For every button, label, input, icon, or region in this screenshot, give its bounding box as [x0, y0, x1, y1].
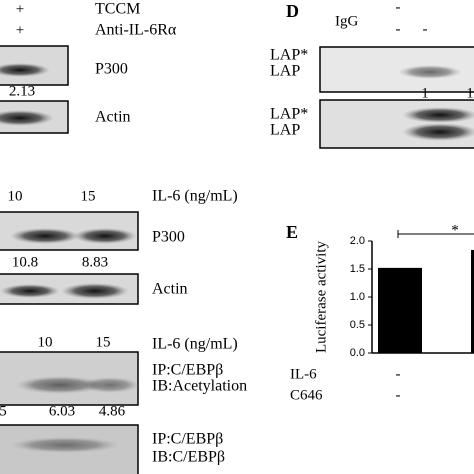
condition-label: Anti-IL-6Rα — [95, 22, 177, 39]
sign: - — [396, 387, 401, 403]
band — [398, 65, 462, 79]
sign: - — [396, 366, 401, 382]
band — [0, 110, 54, 126]
dose: 15 — [96, 334, 111, 350]
condition-label: IL-6 — [290, 366, 317, 382]
band — [10, 228, 80, 244]
sign: + — [16, 1, 24, 17]
band — [15, 376, 105, 394]
band-label: Actin — [152, 281, 188, 298]
band-label: LAP — [270, 63, 300, 80]
quant: 5 — [0, 403, 7, 419]
dose: 15 — [81, 188, 96, 204]
y-axis-label: Luciferase activity — [313, 240, 329, 353]
y-tick-label: 1.0 — [350, 291, 365, 303]
band — [402, 123, 474, 141]
dose: 10 — [38, 334, 53, 350]
bar — [378, 267, 422, 353]
quant: 2.13 — [9, 83, 35, 99]
y-tick-label: 2.0 — [350, 235, 365, 247]
band-label: IB:Acetylation — [152, 378, 247, 395]
band — [0, 63, 50, 77]
band — [0, 284, 60, 298]
band — [61, 283, 129, 299]
y-tick-label: 1.5 — [350, 263, 365, 275]
quant: 10.8 — [12, 254, 38, 270]
band-label: P300 — [95, 61, 128, 78]
band-label: IB:C/EBPβ — [152, 449, 225, 466]
quant: 6.03 — [49, 403, 75, 419]
sign: - — [396, 21, 401, 37]
band — [80, 377, 140, 393]
condition-label: IgG — [335, 13, 358, 29]
band — [402, 107, 474, 123]
quant: 1 — [466, 85, 474, 101]
quant: 4.86 — [99, 403, 126, 419]
panel-letter: D — [286, 1, 299, 21]
y-tick-label: 0.0 — [350, 347, 365, 359]
sign: - — [423, 21, 428, 37]
condition-label: TCCM — [95, 1, 140, 18]
band-label: IP:C/EBPβ — [152, 362, 223, 379]
band-label: IP:C/EBPβ — [152, 431, 223, 448]
bar — [471, 249, 474, 353]
dose-label: IL-6 (ng/mL) — [152, 336, 238, 353]
panel-letter: E — [286, 222, 298, 242]
dose: 10 — [8, 188, 23, 204]
significance: * — [451, 222, 459, 238]
band-label: Actin — [95, 109, 131, 126]
bar-chart: 0.0 0.5 1.0 1.5 2.0 — [350, 235, 474, 359]
band — [10, 437, 120, 453]
band — [73, 228, 137, 244]
dose-label: IL-6 (ng/mL) — [152, 188, 238, 205]
quant: 8.83 — [82, 254, 108, 270]
sign: - — [396, 0, 401, 15]
sign: + — [16, 22, 24, 38]
y-tick-label: 0.5 — [350, 319, 365, 331]
band-label: P300 — [152, 229, 185, 246]
band-label: LAP* — [270, 106, 308, 123]
band-label: LAP — [270, 122, 300, 139]
quant: 1 — [421, 85, 429, 101]
condition-label: C646 — [290, 387, 323, 403]
band-label: LAP* — [270, 47, 308, 64]
